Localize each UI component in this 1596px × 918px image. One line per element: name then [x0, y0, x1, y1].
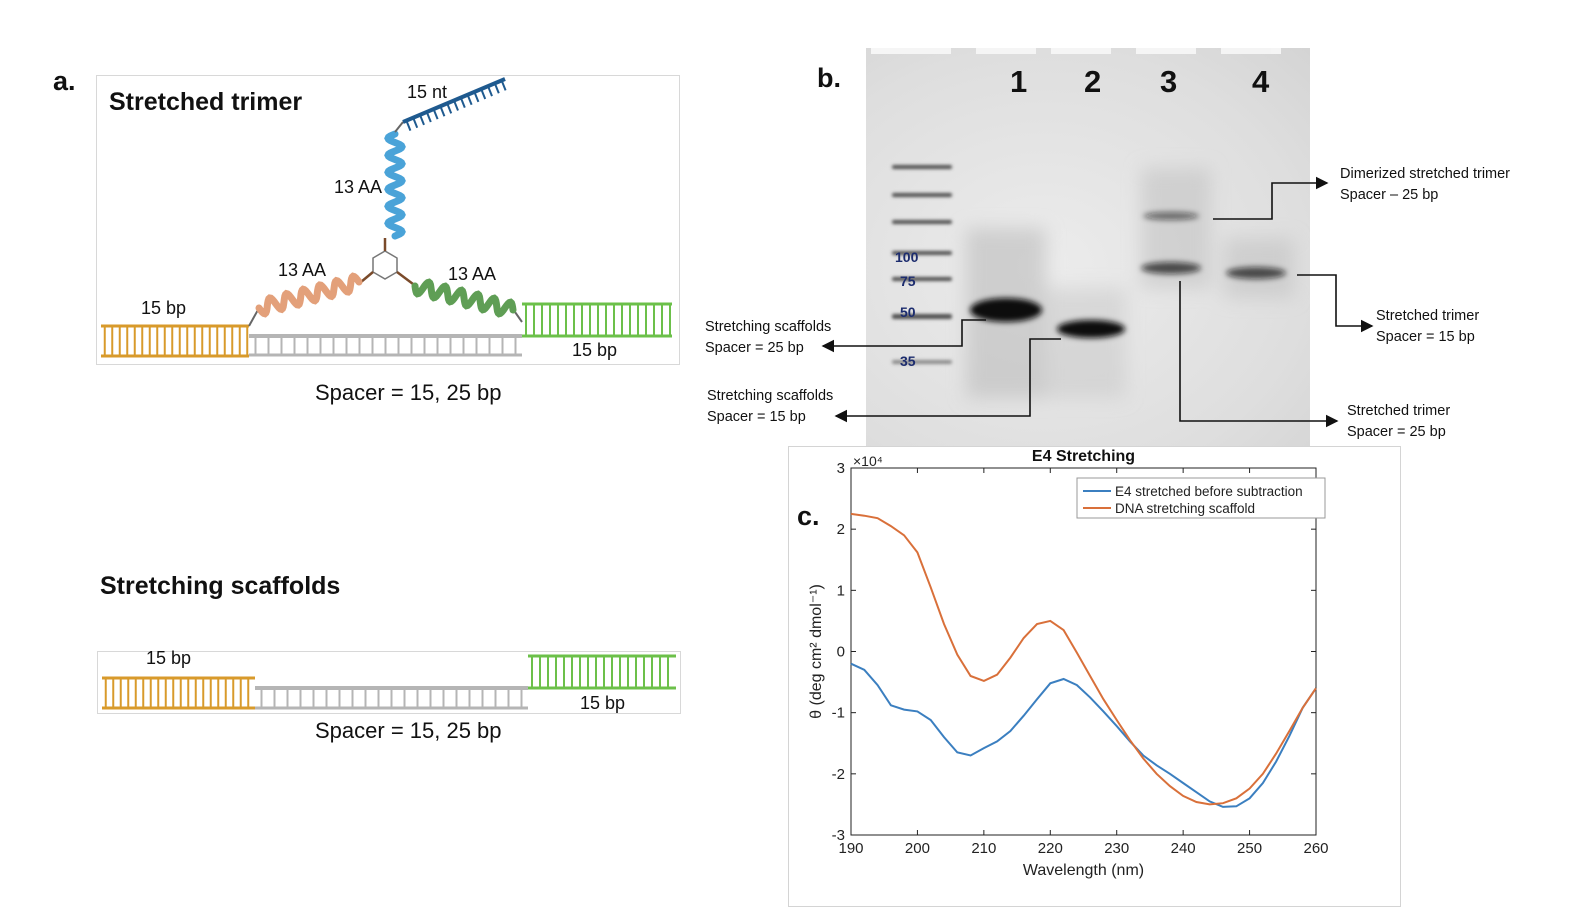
plot-area [850, 467, 1317, 836]
annotation-trimer-15-line1: Stretched trimer [1376, 308, 1480, 324]
y-tick-label: 0 [837, 644, 845, 661]
label-right-duplex: 15 bp [572, 340, 618, 360]
y-tick-label: 2 [837, 521, 845, 538]
label-15nt: 15 nt [407, 82, 448, 102]
scaffold-spacer-label: Spacer = 15, 25 bp [315, 718, 502, 743]
right-duplex-green [522, 302, 672, 338]
series-line-1 [850, 662, 1317, 808]
left-duplex-orange [101, 324, 249, 358]
legend-label-2: DNA stretching scaffold [1115, 501, 1255, 516]
scaffold-panel: 15 bp 15 bp [97, 648, 681, 714]
ladder-label-35: 35 [900, 353, 916, 369]
label-arm-top: 13 AA [334, 177, 383, 197]
panel-b-letter: b. [817, 63, 841, 93]
cd-chart-frame: E4 Stretching 190 200 210 220 230 240 250 260 -3-… [788, 446, 1401, 907]
x-tick-label: 220 [1038, 840, 1063, 857]
salmon-helix [255, 272, 363, 318]
annotation-dimer-line1: Dimerized stretched trimer [1340, 166, 1511, 182]
annotation-scaffold-15-line1: Stretching scaffolds [707, 388, 834, 404]
x-tick-label: 230 [1104, 840, 1129, 857]
x-tick-label: 260 [1303, 840, 1328, 857]
y-tick-label: 1 [837, 582, 845, 599]
ladder-label-100: 100 [895, 249, 919, 265]
y-tick-label: 3 [837, 460, 845, 477]
y-tick-label: -1 [832, 705, 845, 722]
annotation-trimer-25-line2: Spacer = 25 bp [1347, 424, 1446, 440]
lane-4-label: 4 [1252, 64, 1270, 99]
y-exponent-label: ×10⁴ [853, 453, 883, 469]
green-helix [411, 278, 517, 318]
x-tick-label: 190 [838, 840, 863, 857]
panel-a-letter: a. [53, 66, 76, 96]
annotation-scaffold-25-line1: Stretching scaffolds [705, 319, 832, 335]
gel-bands [871, 48, 1294, 398]
lane-2-label: 2 [1084, 64, 1102, 99]
single-strand-15nt [394, 77, 507, 133]
scaffold-right-label: 15 bp [580, 693, 626, 713]
stretched-trimer-title: Stretched trimer [109, 88, 303, 116]
annotation-trimer-15-line2: Spacer = 15 bp [1376, 329, 1475, 345]
y-tick-label: -2 [832, 766, 845, 783]
x-tick-label: 240 [1171, 840, 1196, 857]
label-left-duplex: 15 bp [141, 298, 187, 318]
annotation-trimer-15: Stretched trimer Spacer = 15 bp [1376, 306, 1479, 348]
lane-3-label: 3 [1160, 64, 1178, 99]
label-arm-right: 13 AA [448, 264, 497, 284]
scaffold-title: Stretching scaffolds [100, 572, 341, 600]
stretched-trimer-panel: Stretched trimer [96, 75, 680, 365]
x-tick-label: 210 [971, 840, 996, 857]
series-line-2 [850, 512, 1317, 806]
label-arm-left: 13 AA [278, 260, 327, 280]
x-axis-label: Wavelength (nm) [1023, 862, 1144, 879]
legend-box [1076, 477, 1326, 519]
annotation-dimer: Dimerized stretched trimer Spacer – 25 b… [1340, 164, 1510, 206]
chart-title: E4 Stretching [1032, 448, 1135, 465]
y-tick-label: -3 [832, 827, 845, 844]
spacer-duplex-grey [249, 334, 522, 357]
lane-1-label: 1 [1010, 64, 1028, 99]
annotation-scaffold-15: Stretching scaffolds Spacer = 15 bp [707, 386, 833, 428]
annotation-scaffold-25: Stretching scaffolds Spacer = 25 bp [705, 317, 831, 359]
blue-helix [384, 130, 406, 240]
y-axis-label: θ (deg cm² dmol⁻¹) [808, 584, 825, 719]
gel-image [866, 48, 1310, 446]
annotation-trimer-25: Stretched trimer Spacer = 25 bp [1347, 401, 1450, 443]
annotation-trimer-25-line1: Stretched trimer [1347, 403, 1451, 419]
lane-bands [970, 212, 1286, 338]
stretched-trimer-diagram [101, 77, 672, 358]
x-tick-label: 200 [905, 840, 930, 857]
panel-c-letter: c. [797, 501, 820, 531]
ladder-label-50: 50 [900, 304, 916, 320]
trimer-core [360, 238, 414, 285]
legend-label-1: E4 stretched before subtraction [1115, 484, 1303, 499]
annotation-dimer-line2: Spacer – 25 bp [1340, 187, 1439, 203]
annotation-scaffold-25-line2: Spacer = 25 bp [705, 340, 804, 356]
scaffold-left-label: 15 bp [146, 648, 192, 668]
scaffold-diagram [102, 654, 676, 710]
annotation-scaffold-15-line2: Spacer = 15 bp [707, 409, 806, 425]
x-tick-label: 250 [1237, 840, 1262, 857]
ladder-label-75: 75 [900, 273, 916, 289]
trimer-spacer-label: Spacer = 15, 25 bp [315, 380, 502, 405]
